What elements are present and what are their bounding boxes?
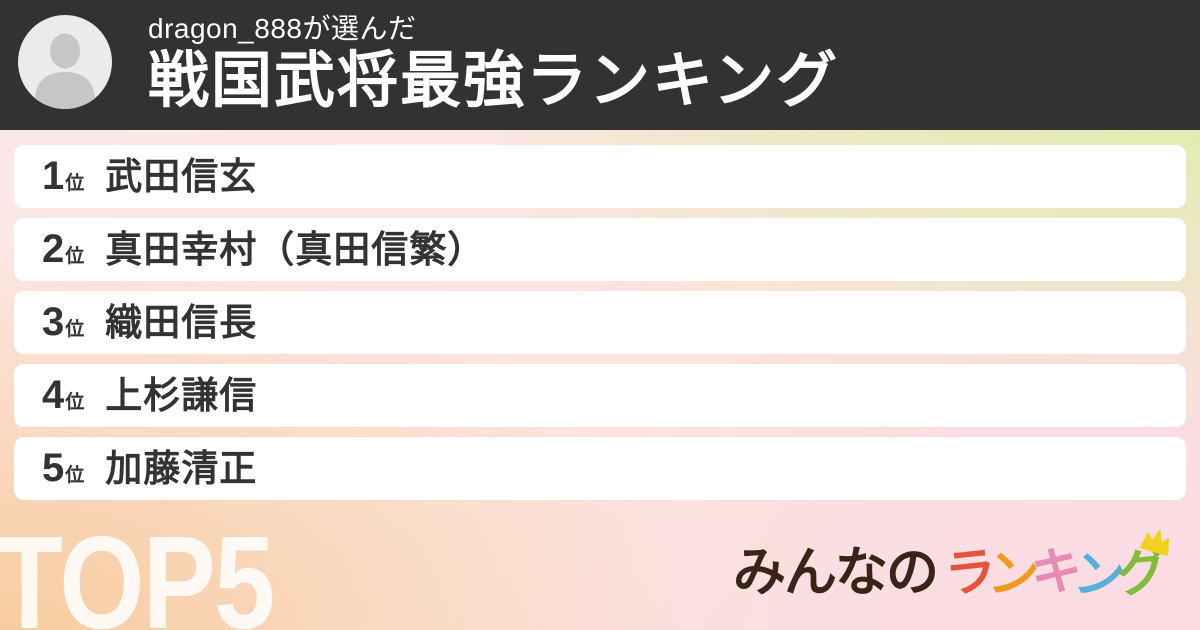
rank-list: 1位 武田信玄 2位 真田幸村（真田信繁） 3位 織田信長 4位 上杉謙信 5位 加藤清正 xyxy=(14,145,1186,510)
rank-suffix: 位 xyxy=(65,465,85,486)
rank-number: 1 xyxy=(42,154,65,198)
minna-no-ranking-logo: みんなの ランキング xyxy=(733,529,1170,606)
rank-suffix: 位 xyxy=(65,173,85,194)
crown-icon xyxy=(1139,525,1174,556)
byline: dragon_888が選んだ xyxy=(148,13,417,44)
entry-name: 真田幸村（真田信繁） xyxy=(105,229,486,270)
rank-suffix: 位 xyxy=(65,246,85,267)
entry-name: 織田信長 xyxy=(105,302,258,343)
rank-number: 4 xyxy=(42,373,65,417)
person-icon xyxy=(35,33,95,109)
entry-name: 加藤清正 xyxy=(105,448,258,489)
page-title: 戦国武将最強ランキング xyxy=(148,45,840,114)
rank-row-5: 5位 加藤清正 xyxy=(14,437,1186,500)
entry-name: 上杉謙信 xyxy=(105,375,258,416)
header-text-block: dragon_888が選んだ 戦国武将最強ランキング xyxy=(148,12,839,114)
rank-row-2: 2位 真田幸村（真田信繁） xyxy=(14,218,1186,281)
avatar xyxy=(18,15,112,109)
rank-number: 3 xyxy=(42,300,65,344)
rank-number: 2 xyxy=(42,227,65,271)
top5-watermark: TOP5 xyxy=(0,509,275,630)
header-bar: dragon_888が選んだ 戦国武将最強ランキング xyxy=(0,0,1200,130)
entry-name: 武田信玄 xyxy=(105,156,258,197)
rank-row-3: 3位 織田信長 xyxy=(14,291,1186,354)
rank-suffix: 位 xyxy=(65,319,85,340)
rank-number: 5 xyxy=(42,446,65,490)
rank-suffix: 位 xyxy=(65,392,85,413)
rank-row-1: 1位 武田信玄 xyxy=(14,145,1186,208)
rank-row-4: 4位 上杉謙信 xyxy=(14,364,1186,427)
logo-prefix: みんなの xyxy=(733,543,939,602)
